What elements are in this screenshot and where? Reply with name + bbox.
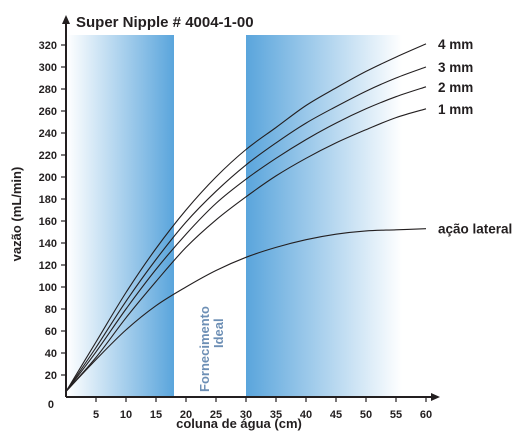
y-tick-label: 300: [39, 62, 57, 74]
y-tick-label: 280: [39, 84, 57, 96]
series-label-2-mm: 2 mm: [438, 80, 473, 95]
y-tick-label: 260: [39, 106, 57, 118]
series-line-1-mm: [65, 108, 427, 392]
origin-label: 0: [48, 399, 54, 411]
x-tick-label: 55: [390, 409, 402, 421]
x-tick-label: 20: [180, 409, 192, 421]
series-layer: 4 mm 3 mm 2 mm 1 mm ação lateral: [65, 37, 512, 392]
band-label-line1: Fornecimento: [197, 306, 212, 392]
y-tick-label: 60: [45, 326, 57, 338]
y-tick-label: 100: [39, 282, 57, 294]
series-label-4-mm: 4 mm: [438, 37, 473, 52]
y-tick-label: 220: [39, 150, 57, 162]
y-tick-label: 240: [39, 128, 57, 140]
x-tick-label: 10: [120, 409, 132, 421]
x-tick-label: 30: [240, 409, 252, 421]
series-label-3-mm: 3 mm: [438, 60, 473, 75]
y-tick-label: 40: [45, 348, 57, 360]
series-line-3-mm: [65, 66, 427, 392]
y-axis-title: vazão (mL/min): [9, 167, 24, 262]
y-axis-arrow: [62, 15, 70, 24]
y-tick-label: 160: [39, 216, 57, 228]
band-label-line2: Ideal: [211, 318, 226, 348]
y-tick-label: 80: [45, 304, 57, 316]
y-tick-label: 120: [39, 260, 57, 272]
y-tick-label: 200: [39, 172, 57, 184]
chart-title: Super Nipple # 4004-1-00: [76, 14, 254, 31]
x-axis-title: coluna de água (cm): [176, 416, 302, 431]
x-tick-label: 45: [330, 409, 342, 421]
x-tick-label: 5: [93, 409, 99, 421]
series-line-acao-lateral: [65, 228, 427, 392]
series-label-acao-lateral: ação lateral: [438, 222, 512, 237]
x-tick-label: 50: [360, 409, 372, 421]
y-tick-label: 180: [39, 194, 57, 206]
band-label: Fornecimento Ideal: [197, 306, 226, 392]
y-tick-label: 320: [39, 40, 57, 52]
y-tick-label: 140: [39, 238, 57, 250]
x-tick-label: 60: [420, 409, 432, 421]
gradient-band-right: [246, 35, 402, 397]
x-tick-label: 15: [150, 409, 162, 421]
series-label-1-mm: 1 mm: [438, 102, 473, 117]
x-axis-arrow: [431, 393, 440, 401]
gradient-band-left: [67, 35, 174, 397]
x-tick-label: 25: [210, 409, 222, 421]
series-line-2-mm: [65, 86, 427, 392]
y-tick-label: 20: [45, 370, 57, 382]
ticks-layer: 2040608010012014016018020022024026028030…: [39, 40, 432, 421]
series-line-4-mm: [65, 43, 427, 392]
x-tick-label: 35: [270, 409, 282, 421]
x-tick-label: 40: [300, 409, 312, 421]
